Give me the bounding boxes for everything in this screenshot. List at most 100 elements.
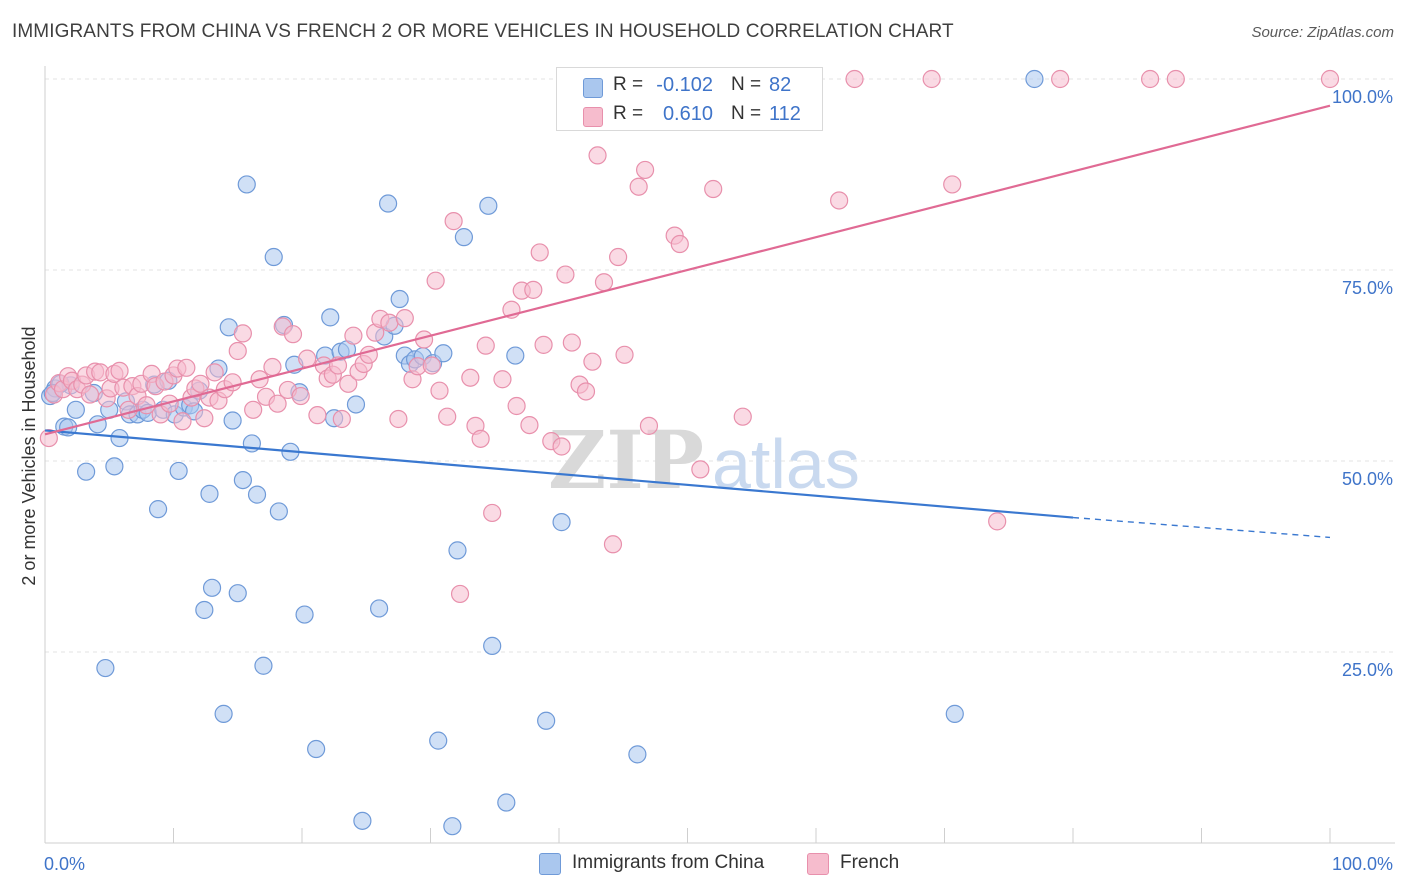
china-point <box>945 704 964 723</box>
french-point <box>283 325 303 344</box>
china-point <box>537 711 556 730</box>
x-tick-label: 0.0% <box>44 854 85 874</box>
french-point <box>450 584 470 604</box>
french-point <box>233 324 252 343</box>
china-point <box>77 462 96 481</box>
china-point <box>237 175 256 194</box>
legend-n-label: N = <box>731 74 762 95</box>
french-point <box>80 385 100 404</box>
french-point <box>244 400 263 419</box>
french-point <box>476 336 495 355</box>
china-point <box>200 484 219 503</box>
legend-row-french: R = 0.610 N = 112 <box>557 100 822 130</box>
legend-swatch-china <box>583 78 603 98</box>
legend-n-value: 112 <box>769 103 801 125</box>
legend-r-value: 0.610 <box>662 103 713 125</box>
china-point <box>223 411 242 430</box>
french-point <box>1051 69 1070 89</box>
french-point <box>195 409 214 428</box>
french-point <box>332 409 351 429</box>
china-point <box>454 228 474 247</box>
french-point <box>524 280 543 299</box>
french-point <box>422 356 441 375</box>
bottom-legend-swatch-french <box>807 853 829 875</box>
french-point <box>430 381 449 400</box>
french-point <box>603 535 623 554</box>
french-point <box>263 357 282 377</box>
french-point <box>635 160 655 180</box>
y-tick-label: 100.0% <box>1332 87 1393 107</box>
china-point <box>497 793 516 812</box>
french-point <box>1320 69 1340 89</box>
china-point <box>370 599 389 618</box>
french-point <box>594 273 614 292</box>
chart-source: Source: ZipAtlas.com <box>1251 24 1394 41</box>
french-point <box>922 69 941 89</box>
china-point <box>105 457 124 476</box>
french-point <box>530 243 549 262</box>
french-point <box>943 175 962 194</box>
china-point <box>378 194 398 213</box>
china-point <box>96 658 115 678</box>
china-point <box>321 308 340 327</box>
china-point <box>434 344 453 363</box>
french-point <box>228 341 247 361</box>
china-point <box>479 196 498 215</box>
china-point <box>66 400 85 419</box>
china-point <box>307 739 326 759</box>
y-tick-label: 25.0% <box>1342 660 1393 680</box>
china-point <box>169 461 188 481</box>
china-point <box>202 578 222 597</box>
china-point <box>233 471 252 490</box>
china-point <box>214 704 233 723</box>
french-point <box>339 374 358 393</box>
trend-line-french <box>44 104 1331 436</box>
china-point <box>1025 69 1044 89</box>
french-point <box>562 333 581 352</box>
french-point <box>534 335 553 354</box>
legend-n-label: N = <box>731 103 762 124</box>
grid-lines <box>45 78 1395 653</box>
china-point <box>295 605 314 624</box>
french-point <box>444 212 463 231</box>
series-china-points <box>41 69 1044 836</box>
french-point <box>173 412 192 431</box>
french-point <box>845 69 864 89</box>
china-point <box>247 485 267 504</box>
french-point <box>733 407 752 426</box>
french-point <box>380 313 399 332</box>
watermark-atlas: atlas <box>712 425 860 503</box>
french-point <box>670 234 689 254</box>
chart-title: IMMIGRANTS FROM CHINA VS FRENCH 2 OR MOR… <box>12 21 954 42</box>
china-point <box>506 346 525 365</box>
french-point <box>629 177 648 196</box>
french-point <box>552 437 571 456</box>
legend-r-label: R = <box>613 74 644 95</box>
china-point <box>264 247 283 267</box>
bottom-legend-china: Immigrants from China <box>539 852 799 876</box>
french-point <box>291 386 310 406</box>
china-point <box>552 513 571 532</box>
y-tick-label: 75.0% <box>1342 278 1393 298</box>
french-point <box>507 396 526 416</box>
french-point <box>588 146 607 165</box>
legend-r-value: -0.102 <box>656 74 713 96</box>
french-point <box>639 416 659 435</box>
legend-row-china: R = -0.102 N = 82 <box>557 71 822 101</box>
french-point <box>493 370 512 389</box>
china-point <box>269 502 288 521</box>
french-point <box>830 191 849 210</box>
french-point <box>395 309 414 328</box>
trend-line-china <box>44 429 1074 519</box>
china-point <box>390 289 409 309</box>
french-point <box>556 265 575 284</box>
french-point <box>177 358 196 377</box>
french-point <box>205 363 224 382</box>
french-point <box>1140 69 1160 89</box>
china-point <box>148 500 168 519</box>
french-point <box>268 394 287 413</box>
french-point <box>191 374 210 393</box>
french-point <box>461 368 480 387</box>
axes <box>44 66 1395 844</box>
french-point <box>389 409 408 429</box>
